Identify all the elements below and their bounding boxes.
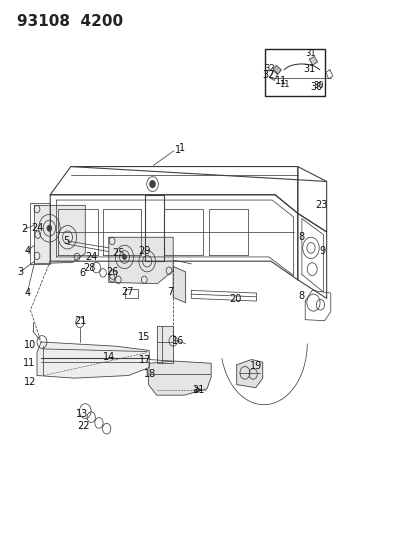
Text: 30: 30 (312, 81, 323, 90)
Text: 18: 18 (144, 369, 156, 379)
Text: 4: 4 (24, 288, 31, 298)
Circle shape (47, 225, 52, 231)
Text: 28: 28 (83, 263, 95, 272)
Text: 12: 12 (24, 377, 36, 387)
Circle shape (149, 180, 155, 188)
Text: 16: 16 (171, 336, 184, 346)
Text: 24: 24 (31, 223, 44, 233)
Text: 11: 11 (24, 358, 36, 368)
Polygon shape (272, 66, 280, 74)
Text: 26: 26 (107, 267, 119, 277)
Text: 13: 13 (76, 409, 88, 419)
Text: 14: 14 (102, 352, 115, 362)
Polygon shape (236, 360, 262, 387)
Text: 3: 3 (17, 267, 24, 277)
Polygon shape (37, 342, 149, 378)
Text: 25: 25 (112, 248, 124, 258)
Text: 11: 11 (279, 80, 289, 89)
Text: 21: 21 (192, 385, 204, 395)
Text: 29: 29 (138, 246, 150, 255)
Text: 8: 8 (298, 290, 304, 301)
Circle shape (122, 254, 126, 260)
Text: 1: 1 (175, 144, 181, 155)
Text: 7: 7 (166, 287, 173, 297)
Text: 23: 23 (315, 200, 327, 211)
Text: 11: 11 (275, 77, 287, 86)
Text: 27: 27 (121, 287, 134, 297)
Polygon shape (173, 266, 185, 303)
Text: 5: 5 (64, 236, 70, 246)
Text: 30: 30 (309, 82, 322, 92)
Text: 9: 9 (319, 246, 325, 255)
Text: 2: 2 (21, 224, 27, 235)
Text: 1: 1 (179, 143, 185, 154)
Text: 93108  4200: 93108 4200 (17, 14, 123, 29)
Polygon shape (309, 56, 317, 65)
Text: 21: 21 (74, 316, 86, 326)
Text: 8: 8 (298, 232, 304, 243)
Polygon shape (34, 205, 85, 264)
Bar (264, 49, 324, 96)
Text: 22: 22 (77, 421, 89, 431)
Text: 31: 31 (305, 50, 316, 58)
Text: 15: 15 (138, 332, 150, 342)
Text: 19: 19 (249, 361, 261, 372)
Text: 4: 4 (24, 246, 31, 255)
Text: 32: 32 (264, 64, 274, 73)
Text: 32: 32 (261, 70, 273, 80)
Text: 31: 31 (302, 64, 315, 74)
Polygon shape (109, 237, 173, 284)
Polygon shape (148, 361, 211, 395)
Text: 24: 24 (85, 252, 97, 262)
Text: 17: 17 (139, 354, 151, 365)
Polygon shape (157, 326, 173, 364)
Text: 6: 6 (79, 268, 85, 278)
Text: 20: 20 (229, 294, 242, 304)
Text: 10: 10 (24, 340, 36, 350)
